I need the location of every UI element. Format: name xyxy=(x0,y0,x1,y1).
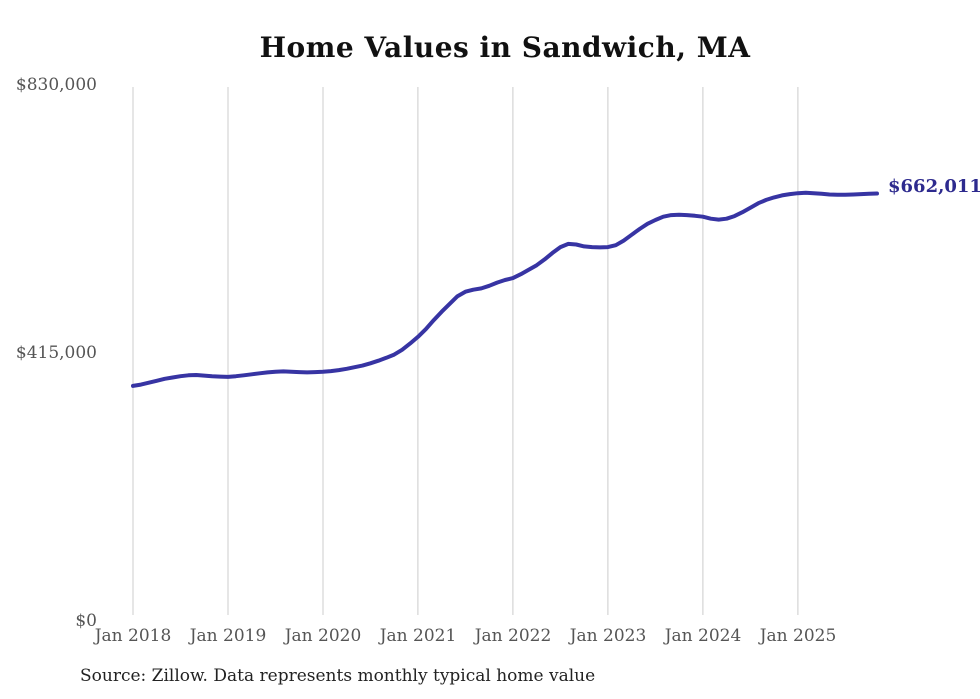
x-axis-tick-jan-2024: Jan 2024 xyxy=(664,626,742,646)
y-axis-tick-415000: $415,000 xyxy=(15,343,97,363)
home-value-line xyxy=(131,190,879,388)
latest-value-label: $662,011 xyxy=(888,176,980,197)
x-axis-tick-jan-2022: Jan 2022 xyxy=(474,626,552,646)
chart-title: Home Values in Sandwich, MA xyxy=(259,31,751,64)
source-note: Source: Zillow. Data represents monthly … xyxy=(80,666,596,686)
x-axis-tick-jan-2020: Jan 2020 xyxy=(284,626,362,646)
y-axis-tick-830000: $830,000 xyxy=(15,75,97,95)
x-axis-tick-jan-2025: Jan 2025 xyxy=(759,626,837,646)
x-axis-tick-jan-2021: Jan 2021 xyxy=(379,626,457,646)
y-axis-tick-0: $0 xyxy=(75,611,97,631)
x-axis-tick-jan-2019: Jan 2019 xyxy=(189,626,267,646)
x-axis-tick-jan-2023: Jan 2023 xyxy=(569,626,647,646)
x-axis-tick-jan-2018: Jan 2018 xyxy=(94,626,172,646)
